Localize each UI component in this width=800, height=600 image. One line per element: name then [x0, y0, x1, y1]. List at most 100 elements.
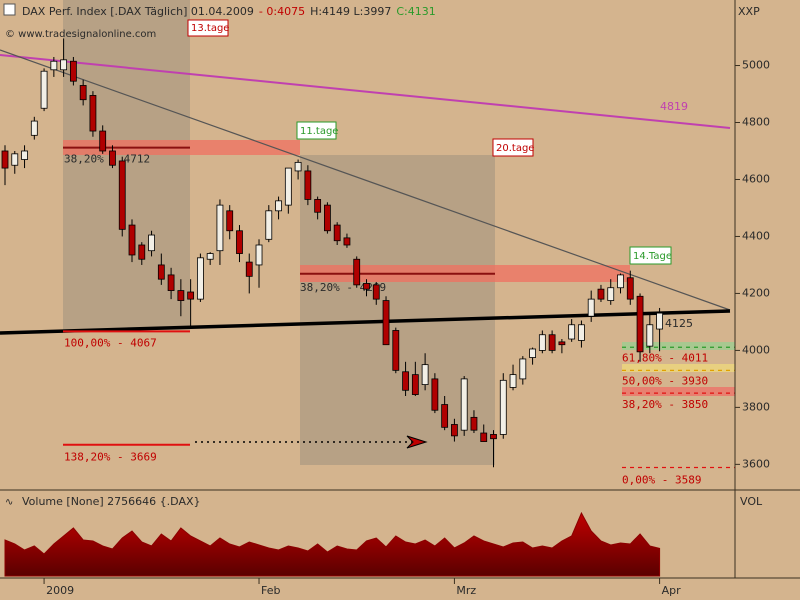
trendline — [0, 54, 731, 129]
cycle-label-box — [492, 138, 534, 157]
candle-body — [21, 150, 28, 160]
candle-body — [206, 253, 214, 260]
trendline — [0, 309, 731, 335]
candle-body — [167, 274, 175, 291]
level-label: 0,00% - 3589 — [622, 473, 701, 486]
candle-body — [216, 204, 224, 252]
candle-body — [148, 234, 155, 252]
candle-body — [50, 60, 58, 71]
candle-body — [30, 120, 38, 136]
title-part: C:4131 — [396, 5, 435, 18]
arrow-head — [406, 435, 428, 449]
candle-body — [402, 371, 409, 391]
candle-body — [519, 358, 527, 380]
volume-icon: ∿ — [5, 497, 13, 508]
candle-body — [109, 150, 116, 166]
y-tick-label: 5000 — [742, 59, 770, 72]
candle-body — [60, 59, 68, 71]
fib-zone — [622, 387, 735, 396]
candle-body — [451, 424, 458, 437]
candle-body — [460, 378, 468, 431]
x-tick-label: Mrz — [456, 584, 476, 597]
candle-body — [265, 210, 273, 240]
candle-body — [314, 199, 322, 213]
candle-body — [89, 95, 97, 132]
cycle-label-box — [296, 121, 337, 140]
candle-body — [509, 374, 517, 388]
candle-body — [470, 416, 478, 431]
copyright: © www.tradesignalonline.com — [5, 29, 156, 40]
candle-body — [177, 290, 185, 301]
volume-axis-label: VOL — [740, 495, 763, 508]
trend-label: 4819 — [660, 100, 688, 113]
x-tick-label: Feb — [261, 584, 280, 597]
candle-body — [372, 284, 380, 300]
candle-body — [558, 341, 566, 346]
level-label: 38,20% - 3850 — [622, 398, 708, 411]
candle-body — [529, 348, 536, 358]
level-label: 61,80% - 4011 — [622, 351, 708, 364]
candle-body — [656, 312, 663, 330]
candle-body — [617, 274, 624, 289]
candle-body — [255, 244, 263, 266]
fib-zone — [622, 364, 735, 372]
candle-body — [128, 224, 136, 256]
cycle-label-box — [187, 19, 229, 37]
candle-body — [568, 324, 576, 340]
cycle-label: 20.tage — [496, 143, 534, 154]
candle-body — [40, 70, 48, 109]
y-tick-label: 3600 — [742, 457, 770, 470]
y-axis-label: XXP — [738, 5, 760, 18]
title-part: - 0:4075 — [259, 5, 305, 18]
candle-body — [578, 324, 585, 341]
level-label: 138,20% - 3669 — [64, 451, 157, 464]
candle-body — [236, 230, 243, 254]
candle-body — [196, 257, 204, 300]
candle-body — [421, 364, 429, 385]
x-tick-label: 2009 — [46, 584, 74, 597]
level-label: 38,20% - 4712 — [64, 153, 150, 166]
candle-body — [411, 374, 419, 395]
candle-body — [646, 324, 654, 347]
title-part: H:4149 L:3997 — [310, 5, 391, 18]
candle-body — [343, 237, 351, 246]
candle-body — [69, 60, 77, 82]
candle-body — [607, 287, 615, 301]
candle-body — [304, 170, 312, 200]
level-label: 100,00% - 4067 — [64, 336, 157, 349]
menu-icon[interactable] — [3, 3, 16, 16]
candle-body — [626, 277, 634, 300]
cycle-label-box — [629, 246, 672, 265]
cycle-label: 11.tage — [300, 126, 338, 137]
candle-body — [382, 300, 390, 346]
candle-body — [636, 295, 644, 353]
candle-body — [441, 404, 449, 428]
candle-body — [284, 167, 292, 206]
candle-body — [363, 283, 370, 290]
candle-body — [157, 264, 165, 280]
candle-body — [499, 379, 507, 435]
candle-body — [538, 334, 546, 351]
candle-body — [490, 434, 497, 440]
candle-body — [333, 224, 341, 242]
candle-body — [138, 244, 146, 260]
y-tick-label: 4200 — [742, 286, 770, 299]
y-tick-label: 4800 — [742, 116, 770, 129]
y-tick-label: 4400 — [742, 229, 770, 242]
volume-area — [4, 511, 661, 577]
title-part: DAX Perf. Index [.DAX Täglich] 01.04.200… — [22, 5, 254, 18]
y-tick-label: 4000 — [742, 343, 770, 356]
candle-body — [431, 378, 439, 411]
volume-panel — [4, 511, 661, 577]
candle-body — [597, 288, 605, 300]
y-tick-label: 4600 — [742, 172, 770, 185]
candle-body — [79, 85, 87, 101]
candle-body — [226, 210, 234, 232]
candle-body — [245, 261, 253, 277]
level-label: 50,00% - 3930 — [622, 374, 708, 387]
candle-body — [392, 330, 400, 371]
cycle-label: 14.Tage — [633, 251, 672, 262]
trendline — [0, 49, 731, 311]
